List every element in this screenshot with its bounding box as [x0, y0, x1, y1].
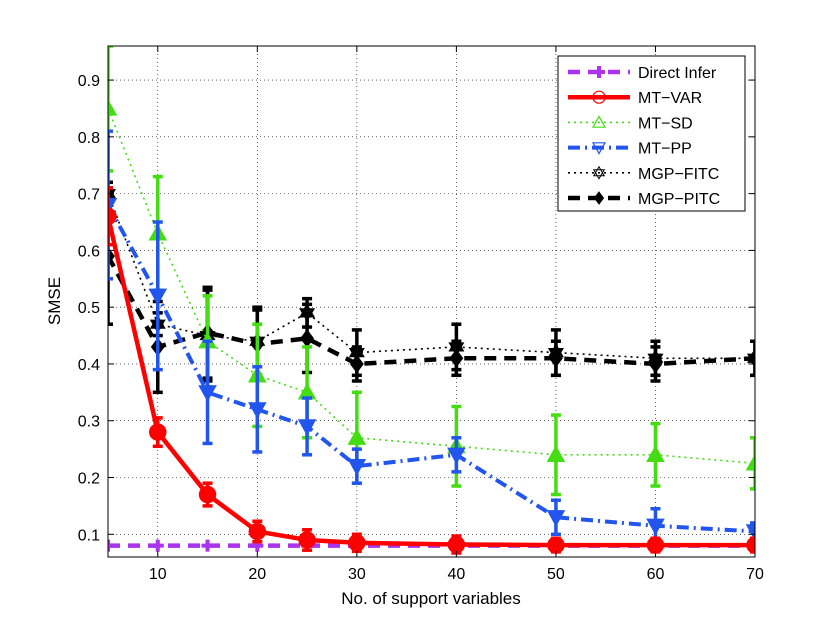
- data-point: [546, 510, 566, 527]
- error-bar: [108, 46, 113, 173]
- legend-marker: [593, 191, 605, 205]
- y-tick-label: 0.7: [78, 187, 100, 204]
- series-line: [108, 204, 755, 534]
- data-point: [646, 445, 665, 462]
- data-point: [447, 447, 466, 465]
- series-mt-pp: [108, 129, 755, 545]
- x-axis-label: No. of support variables: [341, 589, 521, 608]
- ticks: 10 20 30 40 50 60 70 0.1 0.2 0.3 0.4 0.5 0.6 0.7 0.8 0.…: [78, 46, 764, 583]
- x-tick-label: 30: [348, 566, 366, 583]
- data-point: [201, 539, 214, 552]
- x-tick-label: 50: [547, 566, 565, 583]
- series-layer: [108, 46, 755, 555]
- legend-label: MT−PP: [638, 141, 692, 158]
- legend-label: MGP−PITC: [638, 191, 720, 208]
- legend-item: MT−VAR: [568, 90, 702, 107]
- y-tick-label: 0.9: [78, 73, 100, 90]
- data-point: [646, 518, 665, 536]
- y-axis-label: SMSE: [45, 277, 64, 325]
- x-tick-label: 70: [746, 566, 764, 583]
- legend-box: [557, 55, 746, 212]
- legend: Direct Infer MT−VAR MT−SD MT−PP MGP−FITC MGP−…: [557, 55, 746, 212]
- error-bar: [108, 129, 113, 281]
- data-point: [447, 535, 466, 554]
- legend-item: MGP−PITC: [568, 191, 720, 208]
- data-point: [648, 354, 663, 374]
- y-tick-label: 0.4: [78, 357, 100, 374]
- data-point: [108, 207, 117, 226]
- legend-label: MT−SD: [638, 115, 693, 132]
- data-point: [151, 539, 164, 552]
- plot-frame: [107, 45, 756, 558]
- y-tick-label: 0.3: [78, 414, 100, 431]
- y-tick-label: 0.6: [78, 243, 100, 260]
- series-mt-var: [108, 186, 755, 555]
- series-line: [108, 193, 755, 360]
- data-point: [546, 445, 566, 462]
- error-bar: [750, 436, 755, 491]
- data-point: [298, 531, 316, 549]
- data-point: [149, 423, 167, 441]
- legend-label: MT−VAR: [638, 90, 702, 107]
- data-point: [745, 524, 755, 541]
- x-tick-label: 40: [447, 566, 465, 583]
- legend-marker: [593, 66, 605, 78]
- legend-marker: [591, 142, 607, 155]
- data-point: [198, 485, 217, 504]
- marker-triangle-a: [592, 165, 606, 177]
- x-tick-label: 60: [647, 566, 665, 583]
- data-point: [248, 402, 267, 419]
- legend-item: MT−PP: [568, 141, 692, 158]
- data-point: [198, 385, 217, 402]
- x-tick-label: 10: [149, 566, 167, 583]
- legend-label: MGP−FITC: [638, 166, 719, 183]
- data-point: [746, 536, 755, 554]
- series-line: [108, 215, 755, 548]
- data-point: [297, 419, 317, 436]
- data-point: [349, 354, 364, 374]
- data-point: [449, 349, 464, 368]
- data-point: [347, 459, 367, 476]
- data-point: [347, 428, 367, 445]
- legend-marker: [591, 115, 607, 128]
- y-tick-label: 0.1: [78, 527, 100, 544]
- legend-item: MT−SD: [568, 115, 693, 132]
- legend-item: MGP−FITC: [568, 166, 719, 183]
- data-point: [148, 288, 168, 306]
- error-bar: [108, 186, 113, 247]
- marker-triangle-b: [592, 169, 606, 180]
- data-point: [108, 539, 114, 552]
- data-point: [108, 98, 118, 116]
- legend-marker: [592, 165, 606, 180]
- data-point: [748, 349, 755, 368]
- data-point: [745, 453, 755, 471]
- legend-item: Direct Infer: [568, 65, 717, 82]
- y-tick-label: 0.5: [78, 300, 100, 317]
- error-bar: [750, 339, 755, 378]
- series-line: [108, 108, 755, 465]
- y-tick-label: 0.2: [78, 471, 100, 488]
- data-point: [547, 536, 565, 554]
- data-point: [646, 536, 665, 554]
- legend-label: Direct Infer: [638, 65, 717, 82]
- data-point: [248, 522, 267, 541]
- y-tick-label: 0.8: [78, 130, 100, 147]
- legend-marker: [592, 90, 606, 104]
- data-point: [548, 349, 563, 368]
- x-tick-label: 20: [248, 566, 266, 583]
- data-point: [348, 534, 366, 552]
